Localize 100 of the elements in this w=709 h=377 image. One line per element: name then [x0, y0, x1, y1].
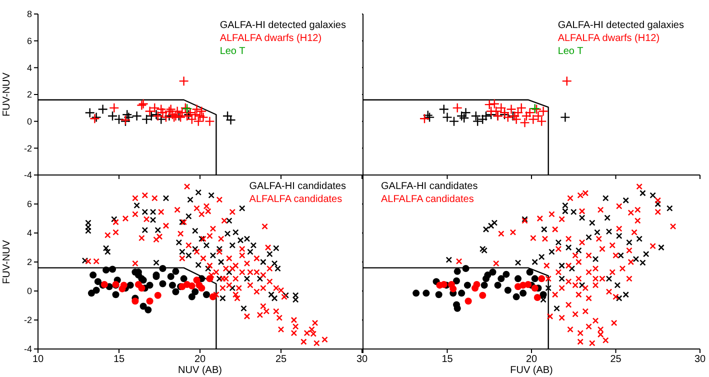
- point: [604, 214, 610, 221]
- point: [266, 250, 273, 258]
- point: [462, 265, 470, 272]
- text: GALFA-HI detected galaxies: [220, 19, 346, 32]
- x-tick-label: 25: [275, 354, 287, 366]
- point: [92, 286, 100, 294]
- point: [422, 290, 430, 297]
- point: [453, 277, 460, 284]
- point: [531, 284, 538, 292]
- x-tick-label: 15: [442, 354, 454, 366]
- point: [238, 205, 246, 212]
- point: [578, 214, 586, 221]
- point: [229, 284, 236, 292]
- point: [560, 112, 570, 122]
- point: [176, 239, 182, 246]
- point: [538, 254, 545, 260]
- point: [565, 244, 572, 251]
- series-label: ALFALFA candidates: [249, 193, 344, 206]
- point: [110, 216, 118, 222]
- text: ALFALFA candidates: [381, 193, 475, 206]
- point: [516, 102, 526, 114]
- point: [460, 108, 471, 118]
- point: [654, 200, 662, 208]
- point: [494, 282, 502, 289]
- point: [180, 275, 188, 282]
- point: [666, 205, 673, 212]
- point: [85, 220, 92, 226]
- point: [626, 239, 632, 246]
- point: [650, 192, 656, 198]
- point: [511, 114, 522, 124]
- point: [172, 288, 180, 296]
- point: [562, 208, 568, 214]
- point: [260, 258, 266, 266]
- x-tick-label: 30: [694, 354, 706, 366]
- y-tick-label: -4: [24, 170, 32, 180]
- point: [292, 296, 299, 303]
- point: [168, 282, 176, 289]
- point: [167, 273, 174, 280]
- point: [640, 260, 646, 266]
- x-tick-label: 25: [610, 354, 622, 366]
- point: [104, 248, 111, 255]
- point: [220, 295, 226, 302]
- point: [195, 189, 202, 196]
- x-tick-label: 30: [356, 354, 368, 366]
- point: [179, 248, 186, 255]
- point: [109, 266, 116, 273]
- point: [216, 246, 223, 252]
- point: [606, 228, 612, 235]
- point: [473, 280, 480, 288]
- point: [464, 298, 472, 305]
- point: [172, 268, 180, 275]
- point: [586, 234, 592, 240]
- point: [446, 256, 452, 263]
- point: [82, 257, 88, 264]
- text: GALFA-HI detected galaxies: [558, 19, 684, 32]
- point: [109, 102, 120, 114]
- point: [178, 76, 189, 86]
- point: [526, 268, 534, 276]
- y-tick-label: 2: [26, 257, 32, 268]
- point: [90, 272, 97, 279]
- point: [138, 284, 146, 292]
- point: [438, 104, 449, 114]
- point: [274, 265, 281, 272]
- point: [548, 248, 555, 255]
- point: [159, 280, 166, 288]
- point: [150, 216, 156, 224]
- point: [124, 112, 134, 122]
- text: GALFA-HI candidates: [381, 180, 478, 193]
- point: [458, 290, 466, 297]
- point: [452, 102, 462, 114]
- point: [412, 290, 420, 297]
- point: [479, 246, 486, 252]
- y-tick-label: 8: [26, 9, 32, 20]
- y-tick-label: 4: [26, 62, 32, 73]
- point: [502, 270, 510, 278]
- point: [268, 291, 274, 298]
- y-tick-label: 0: [26, 286, 32, 296]
- point: [640, 190, 646, 196]
- point: [85, 224, 92, 230]
- point: [271, 260, 278, 267]
- point: [454, 268, 461, 275]
- x-tick-label: 15: [113, 354, 125, 366]
- point: [146, 282, 154, 289]
- point: [144, 306, 152, 314]
- point: [450, 285, 457, 292]
- point: [540, 226, 548, 233]
- point: [568, 265, 576, 272]
- point: [512, 293, 520, 300]
- y-tick-label: -2: [24, 315, 32, 326]
- point: [112, 291, 120, 298]
- point: [576, 247, 582, 254]
- point: [292, 292, 299, 298]
- y-tick-label: 6: [26, 36, 32, 46]
- point: [146, 298, 154, 305]
- point: [210, 252, 216, 259]
- point: [531, 275, 538, 282]
- point: [250, 242, 257, 248]
- point: [195, 262, 202, 268]
- point: [229, 242, 236, 248]
- point: [208, 192, 214, 198]
